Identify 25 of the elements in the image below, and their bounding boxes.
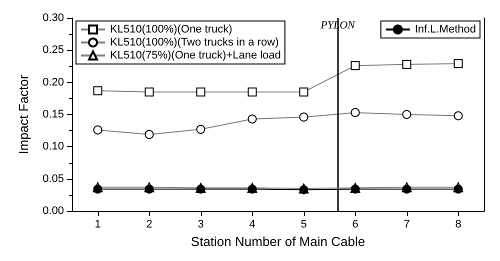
x-axis-title: Station Number of Main Cable: [190, 234, 366, 249]
y-axis-title: Impact Factor: [16, 74, 31, 154]
point: [454, 184, 463, 194]
point: [93, 184, 102, 194]
legend-label: KL510(100%)(One truck): [110, 24, 232, 36]
x-tick-label: 2: [146, 218, 152, 230]
point: [402, 184, 412, 194]
legend-label: KL510(75%)(One truck)+Lane load: [110, 50, 281, 62]
legend-label: Inf.L.Method: [414, 24, 476, 36]
x-tick-label: 4: [249, 218, 256, 230]
y-tick-label: 0.05: [42, 172, 64, 185]
x-tick-label: 1: [94, 218, 101, 230]
x-tick-label: 8: [455, 218, 462, 230]
y-tick-label: 0.15: [42, 108, 64, 120]
y-tick-label: 0.10: [42, 140, 64, 153]
point: [144, 184, 154, 194]
x-tick-label: 6: [352, 218, 358, 230]
x-tick-label: 7: [404, 218, 410, 230]
x-tick-label: 3: [198, 218, 204, 230]
y-tick-label: 0.30: [42, 12, 64, 24]
legend-label: KL510(100%)(Two trucks in a row): [110, 36, 279, 48]
y-tick-label: 0.25: [42, 44, 64, 56]
y-tick-label: 0.00: [42, 205, 64, 217]
x-tick-label: 5: [300, 218, 307, 230]
y-tick-label: 0.20: [42, 76, 64, 88]
